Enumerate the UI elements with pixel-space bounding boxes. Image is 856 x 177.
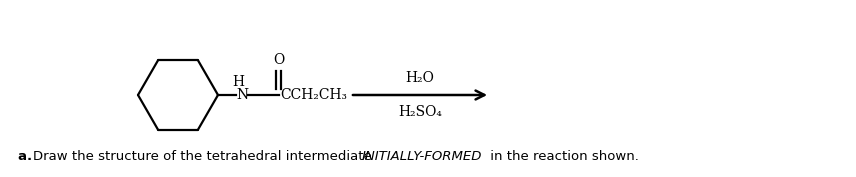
Text: in the reaction shown.: in the reaction shown. bbox=[486, 150, 639, 164]
Text: CCH₂CH₃: CCH₂CH₃ bbox=[280, 88, 347, 102]
Text: Draw the structure of the tetrahedral intermediate: Draw the structure of the tetrahedral in… bbox=[33, 150, 376, 164]
Text: O: O bbox=[273, 53, 285, 67]
Text: a.: a. bbox=[18, 150, 37, 164]
Text: H₂O: H₂O bbox=[406, 71, 435, 85]
Text: H: H bbox=[232, 75, 244, 89]
Text: N: N bbox=[236, 88, 248, 102]
Text: H₂SO₄: H₂SO₄ bbox=[398, 105, 442, 119]
Text: INITIALLY-FORMED: INITIALLY-FORMED bbox=[362, 150, 483, 164]
